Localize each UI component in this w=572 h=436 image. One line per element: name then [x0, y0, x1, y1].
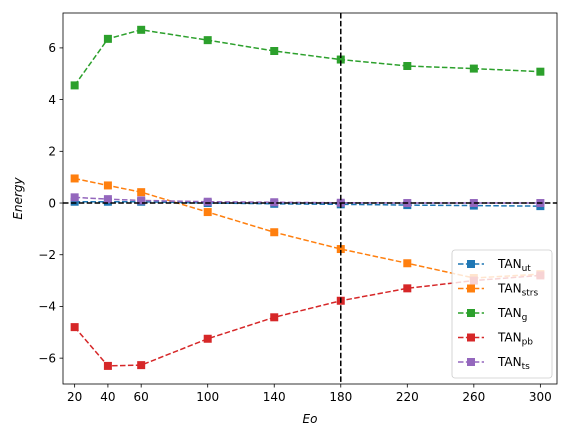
x-tick-label: 140: [263, 390, 286, 404]
legend-marker-pb: [467, 333, 475, 342]
data-point-pb: [403, 284, 412, 293]
data-point-g: [403, 62, 412, 70]
y-tick-label: −6: [38, 351, 56, 365]
legend-label-main: TAN: [497, 306, 522, 320]
x-tick-label: 20: [67, 390, 82, 404]
legend-box: [451, 249, 553, 379]
x-tick-label: 180: [329, 390, 352, 404]
legend-entry-strs: TANstrs: [458, 282, 539, 299]
y-tick-label: −2: [38, 248, 56, 262]
legend-label-subscript: g: [522, 313, 528, 323]
data-point-ut: [70, 197, 79, 206]
legend-label-subscript: ut: [522, 264, 532, 274]
x-axis-label: Eo: [303, 412, 318, 426]
x-tick-label: 300: [529, 390, 552, 404]
legend-label-g: TANg: [497, 306, 527, 323]
data-point-g: [469, 64, 478, 73]
data-point-pb: [270, 313, 279, 322]
data-point-strs: [336, 245, 345, 254]
legend-label-subscript: strs: [522, 289, 539, 299]
series-g: [70, 25, 545, 90]
y-tick-label: 6: [48, 41, 56, 55]
data-point-ts: [103, 195, 112, 204]
axes: 20 40 60 100 140 180 220 260 300 −6 −4 −2 0 2 4 6 Eo Ener…: [11, 12, 558, 426]
x-tick-label: 60: [134, 390, 149, 404]
legend-label-subscript: ts: [522, 362, 531, 372]
legend-label-pb: TANpb: [497, 331, 533, 348]
data-point-g: [203, 36, 212, 45]
legend-label-main: TAN: [497, 282, 522, 296]
data-point-strs: [137, 188, 146, 197]
plot-frame: [62, 12, 558, 385]
legend-marker-ts: [467, 358, 475, 366]
x-tick-label: 220: [396, 390, 419, 404]
y-axis-label: Energy: [11, 176, 25, 219]
legend-label-ts: TANts: [497, 355, 530, 372]
data-point-pb: [203, 334, 212, 343]
data-point-g: [536, 67, 545, 76]
legend-label-ut: TANut: [497, 257, 531, 274]
y-tick-label: 2: [48, 145, 56, 159]
data-point-g: [70, 81, 79, 90]
data-point-strs: [103, 181, 112, 190]
data-point-pb: [137, 361, 146, 370]
data-point-g: [137, 25, 146, 34]
legend-entry-pb: TANpb: [458, 331, 533, 348]
x-tick-label: 40: [100, 390, 115, 404]
data-point-ts: [70, 193, 79, 202]
y-tick-label: 4: [48, 93, 56, 107]
legend-label-strs: TANstrs: [497, 282, 539, 299]
legend-label-subscript: pb: [522, 338, 534, 348]
legend-label-main: TAN: [497, 355, 522, 369]
legend-entry-ut: TANut: [458, 257, 531, 274]
legend-marker-g: [467, 309, 475, 317]
data-point-strs: [270, 228, 279, 237]
legend-label-main: TAN: [497, 257, 522, 271]
data-point-ts: [203, 197, 212, 206]
y-tick-label: 0: [48, 196, 56, 210]
legend-entry-g: TANg: [458, 306, 527, 323]
data-point-g: [270, 47, 279, 56]
data-point-strs: [403, 259, 412, 268]
data-point-strs: [70, 174, 79, 183]
data-point-ts: [137, 196, 146, 205]
legend-marker-ut: [467, 260, 475, 268]
legend-entry-ts: TANts: [458, 355, 530, 372]
data-point-strs: [203, 208, 212, 217]
data-point-g: [103, 34, 112, 43]
data-point-pb: [103, 361, 112, 370]
y-tick-label: −4: [38, 300, 56, 314]
x-tick-label: 260: [462, 390, 485, 404]
legend-label-main: TAN: [497, 331, 522, 345]
legend-marker-strs: [467, 284, 475, 293]
data-point-g: [336, 55, 345, 64]
x-tick-label: 100: [196, 390, 219, 404]
data-point-ts: [270, 198, 279, 207]
data-point-pb: [70, 323, 79, 332]
